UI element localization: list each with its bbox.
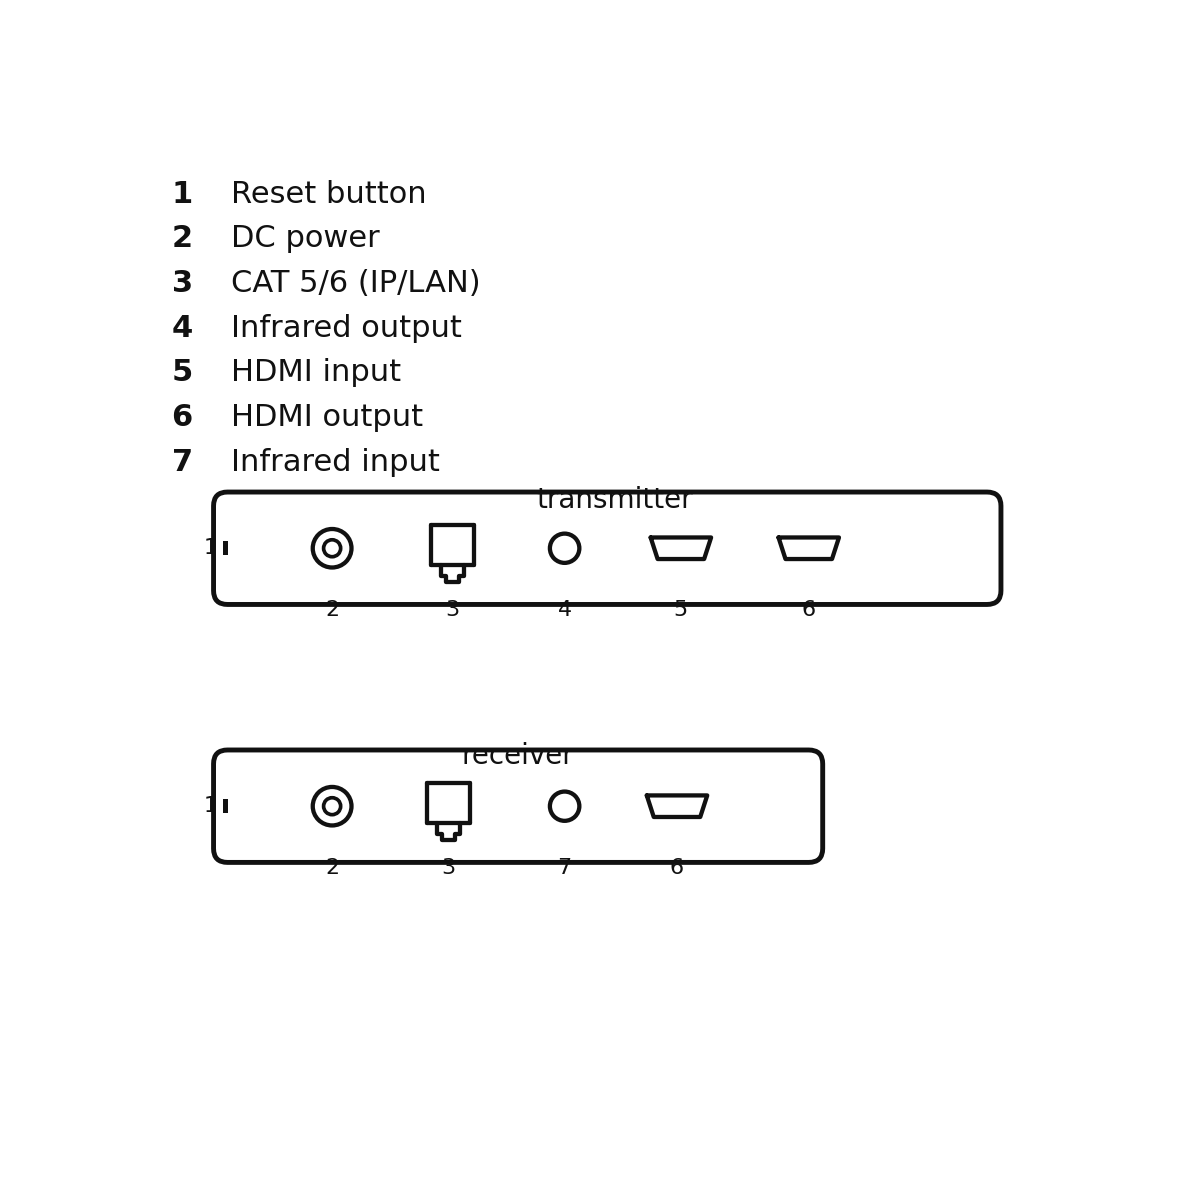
Text: 3: 3 xyxy=(172,269,193,298)
Text: Reset button: Reset button xyxy=(232,180,427,209)
Text: 2: 2 xyxy=(325,600,340,620)
Text: 1: 1 xyxy=(172,180,193,209)
Text: 7: 7 xyxy=(172,448,193,476)
Text: 4: 4 xyxy=(558,600,571,620)
Text: 1: 1 xyxy=(204,797,217,816)
Text: 2: 2 xyxy=(172,224,193,253)
Text: HDMI output: HDMI output xyxy=(232,403,424,432)
Text: 6: 6 xyxy=(802,600,816,620)
Text: 4: 4 xyxy=(172,313,193,342)
Text: 1: 1 xyxy=(204,539,217,558)
Text: 3: 3 xyxy=(442,858,456,878)
Bar xyxy=(223,799,228,814)
Text: 7: 7 xyxy=(558,858,571,878)
Text: HDMI input: HDMI input xyxy=(232,358,402,388)
Text: Infrared input: Infrared input xyxy=(232,448,440,476)
Text: 5: 5 xyxy=(673,600,688,620)
Text: 2: 2 xyxy=(325,858,340,878)
Text: CAT 5/6 (IP/LAN): CAT 5/6 (IP/LAN) xyxy=(232,269,481,298)
Text: Infrared output: Infrared output xyxy=(232,313,462,342)
Text: transmitter: transmitter xyxy=(536,486,694,514)
Text: receiver: receiver xyxy=(462,742,575,770)
Bar xyxy=(223,541,228,556)
Text: 6: 6 xyxy=(172,403,193,432)
Text: DC power: DC power xyxy=(232,224,380,253)
Text: 6: 6 xyxy=(670,858,684,878)
Text: 3: 3 xyxy=(445,600,460,620)
Text: 5: 5 xyxy=(172,358,193,388)
